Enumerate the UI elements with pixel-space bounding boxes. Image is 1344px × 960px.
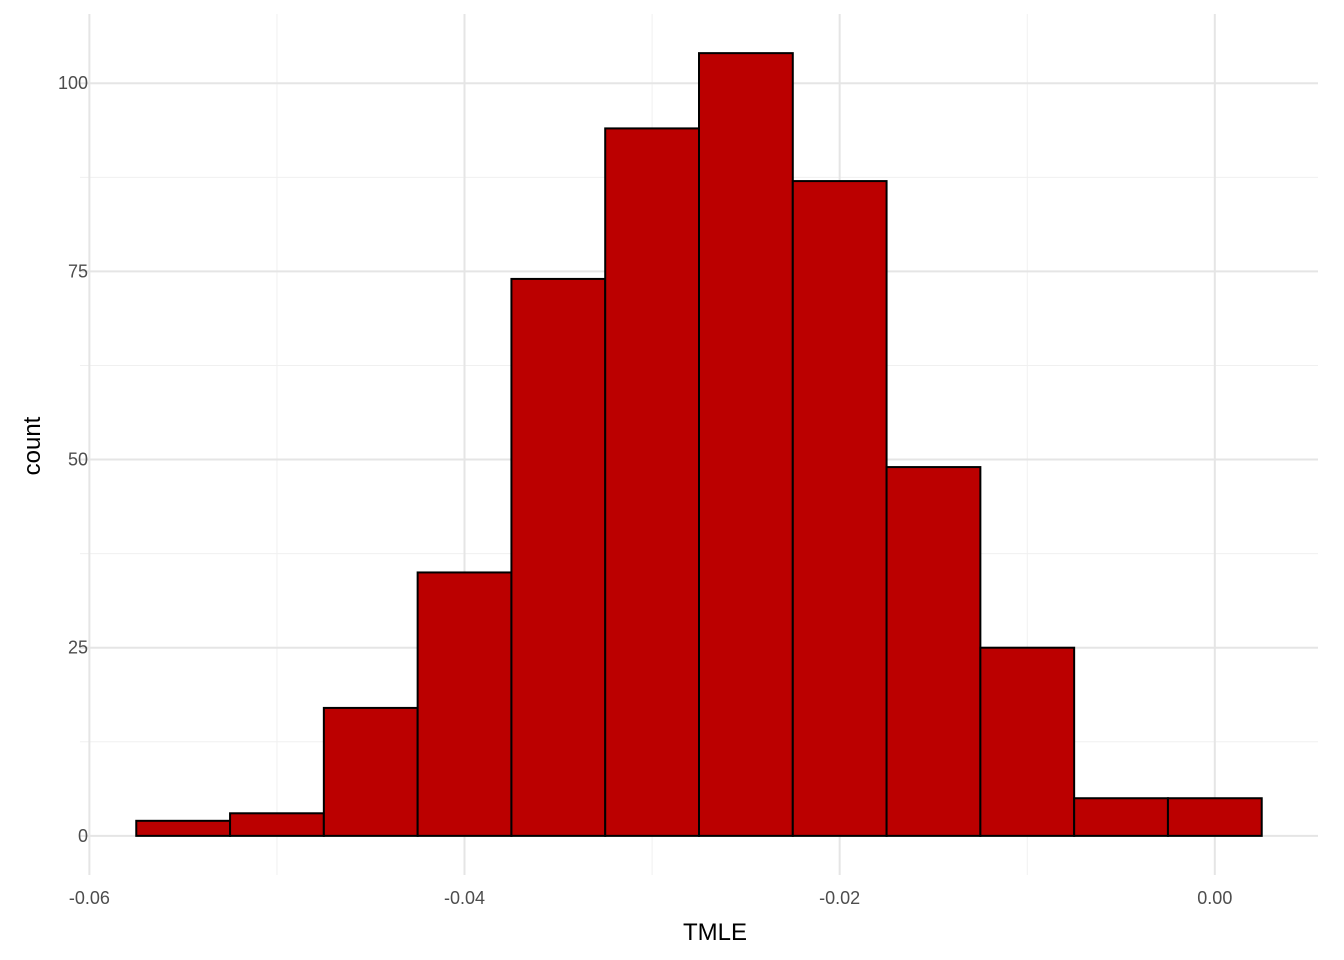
x-axis-title: TMLE [683, 919, 747, 946]
y-tick-label: 50 [68, 450, 88, 470]
histogram-bar [604, 127, 700, 837]
y-tick-label: 75 [68, 261, 88, 281]
histogram-bar [510, 277, 607, 837]
y-tick-label: 100 [58, 73, 88, 93]
histogram-bar [322, 706, 419, 837]
histogram-bar [1073, 797, 1169, 837]
x-axis-tick-labels: -0.06 -0.04 -0.02 0.00 [69, 888, 1232, 908]
histogram-bar [229, 812, 325, 837]
x-tick-label: -0.02 [819, 888, 860, 908]
histogram-bar [979, 646, 1076, 837]
x-tick-label: 0.00 [1197, 888, 1232, 908]
histogram-bar [698, 52, 794, 837]
y-axis-tick-labels: 0 25 50 75 100 [58, 73, 88, 846]
histogram-bars [135, 52, 1263, 837]
x-tick-label: -0.06 [69, 888, 110, 908]
x-tick-label: -0.04 [444, 888, 485, 908]
y-tick-label: 0 [78, 826, 88, 846]
histogram-bar [135, 819, 232, 837]
y-tick-label: 25 [68, 638, 88, 658]
y-axis-title: count [19, 416, 46, 475]
histogram-bar [791, 180, 888, 837]
histogram-bar [1166, 797, 1263, 837]
histogram-bar [885, 466, 982, 837]
histogram-bar [416, 571, 513, 837]
